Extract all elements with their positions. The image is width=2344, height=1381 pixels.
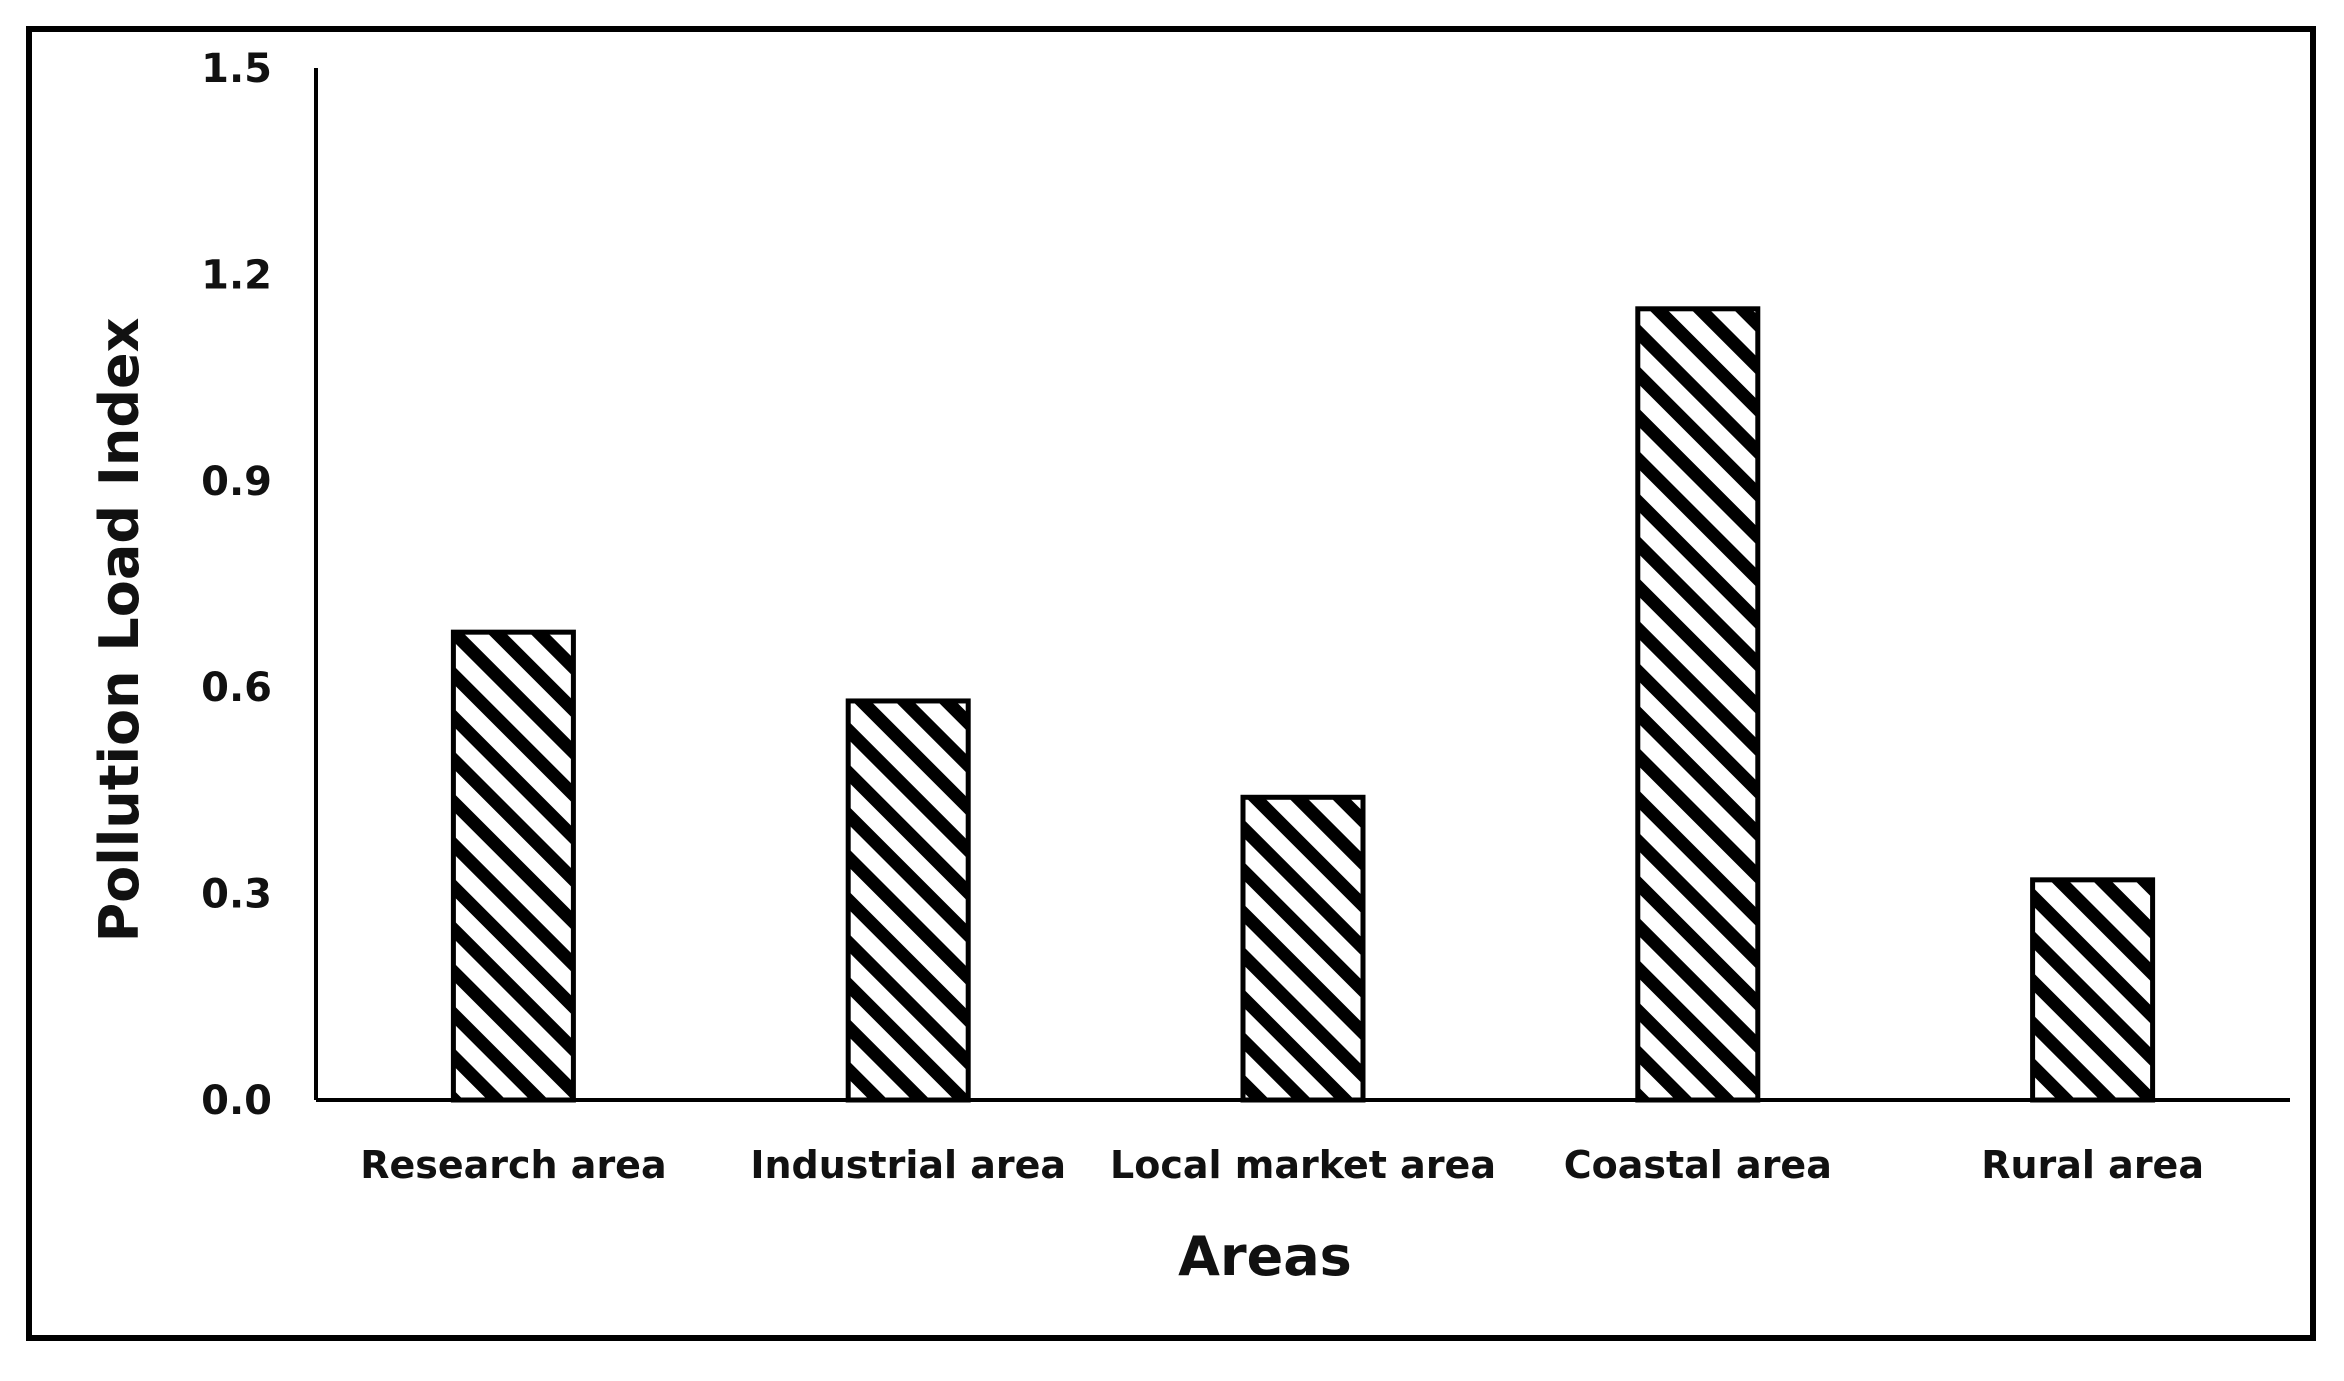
bars bbox=[450, 306, 2156, 1103]
x-tick-label: Industrial area bbox=[750, 1143, 1066, 1187]
y-tick-label: 1.2 bbox=[201, 252, 272, 298]
x-tick-label: Rural area bbox=[1981, 1143, 2204, 1187]
x-tick-label: Local market area bbox=[1110, 1143, 1496, 1187]
x-axis-title: Areas bbox=[1178, 1225, 1352, 1288]
x-tick-label: Research area bbox=[360, 1143, 666, 1187]
y-axis-title: Pollution Load Index bbox=[88, 317, 151, 942]
x-tick-label: Coastal area bbox=[1564, 1143, 1832, 1187]
y-tick-label: 0.0 bbox=[201, 1078, 272, 1124]
bar bbox=[845, 698, 971, 1103]
y-tick-label: 0.6 bbox=[201, 665, 272, 711]
chart-frame bbox=[26, 26, 2316, 1341]
y-tick-label: 1.5 bbox=[201, 46, 272, 92]
bar bbox=[2030, 877, 2156, 1103]
y-tick-label: 0.9 bbox=[201, 459, 272, 505]
x-tick-labels: Research area Industrial area Local market… bbox=[360, 1143, 2204, 1187]
bar bbox=[450, 629, 576, 1103]
bar bbox=[1635, 306, 1761, 1103]
y-tick-label: 0.3 bbox=[201, 872, 272, 918]
bar bbox=[1240, 794, 1366, 1103]
y-tick-labels: 0.0 0.3 0.6 0.9 1.2 1.5 bbox=[201, 46, 272, 1124]
